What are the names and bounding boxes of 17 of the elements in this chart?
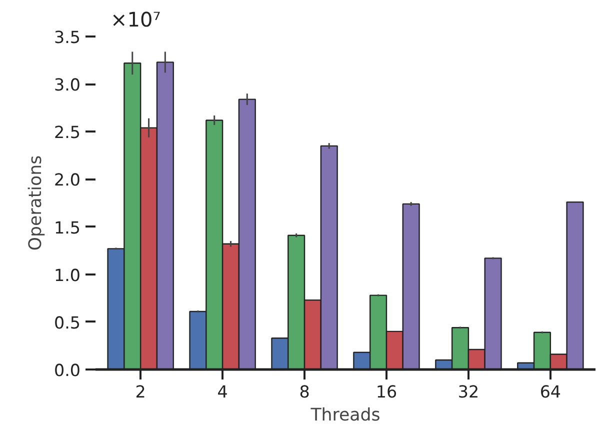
y-tick-label: 1.0 — [54, 266, 81, 285]
y-axis-title: Operations — [26, 155, 46, 251]
x-tick-label: 4 — [217, 382, 228, 402]
y-tick-label: 0.5 — [54, 313, 81, 332]
y-tick-label: 2.0 — [54, 170, 81, 190]
y-tick-label: 2.5 — [54, 123, 81, 142]
y-tick-label: 0.0 — [54, 361, 81, 380]
x-tick-label: 16 — [376, 382, 398, 402]
x-tick-label: 8 — [299, 382, 310, 402]
text: ×10⁷ — [110, 8, 161, 32]
x-tick-label: 2 — [135, 382, 146, 402]
x-tick-label: 64 — [540, 382, 562, 402]
x-tick-label: 32 — [458, 382, 480, 402]
y-tick-label: 3.0 — [54, 76, 81, 95]
y-tick-label: 3.5 — [54, 28, 81, 47]
y-tick-label: 1.5 — [54, 218, 81, 238]
x-axis-title: Threads — [310, 406, 380, 426]
